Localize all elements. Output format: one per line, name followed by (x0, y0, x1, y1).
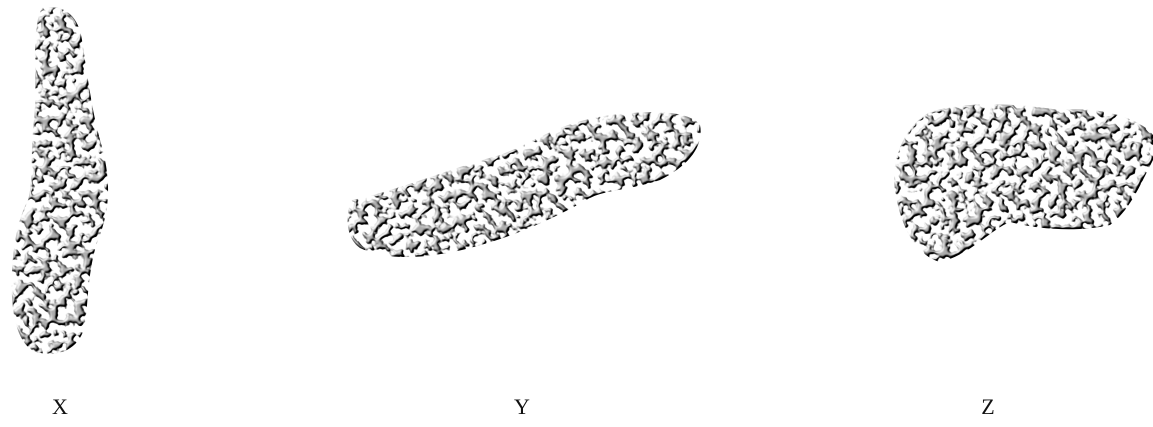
panel-label: Z (981, 394, 994, 419)
panel-label: Y (514, 394, 530, 419)
density-map-y (347, 112, 701, 258)
density-map-z (894, 104, 1153, 262)
density-map-x (11, 7, 109, 354)
panel-label: X (52, 394, 68, 419)
